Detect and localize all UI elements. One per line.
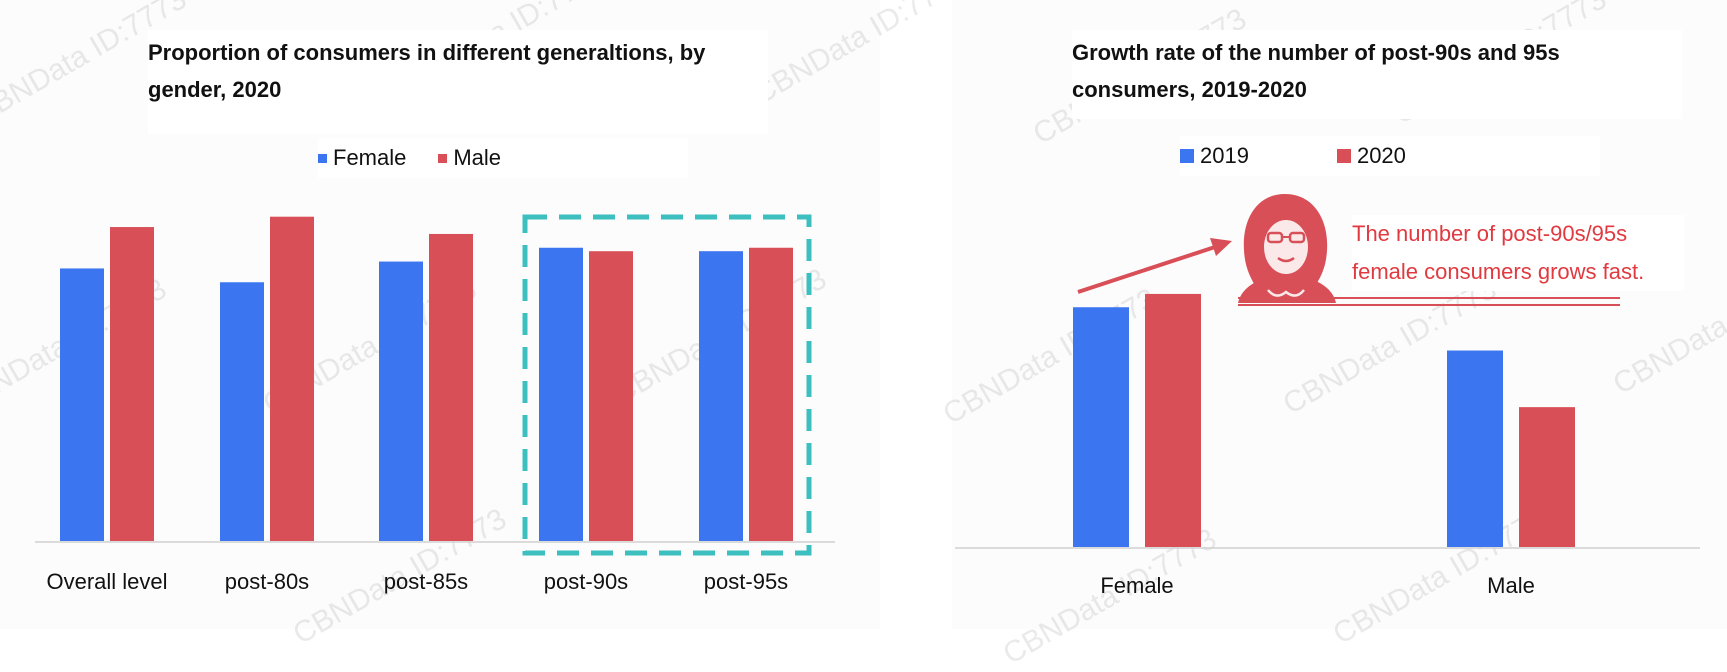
annotation: The number of post-90s/95s female consum… xyxy=(1352,215,1685,291)
tick-label-left-post-80s: post-80s xyxy=(225,569,309,594)
legend-male: Male xyxy=(438,145,501,171)
bar-left-female-post-85s xyxy=(379,261,423,541)
bar-left-male-post-85s xyxy=(429,233,473,541)
left-chart-title-line1: Proportion of consumers in different gen… xyxy=(148,40,706,65)
tick-label-right-female: Female xyxy=(1100,573,1173,598)
left-chart-title-line2: gender, 2020 xyxy=(148,77,282,102)
right-tick-labels: Female Male xyxy=(1100,573,1535,598)
legend-swatch-2019 xyxy=(1180,149,1194,163)
legend-label-male: Male xyxy=(453,145,502,170)
bar-left-female-post-80s xyxy=(220,282,264,541)
bar-right-2020-male xyxy=(1519,407,1575,547)
left-bars xyxy=(60,216,793,542)
woman-avatar-icon xyxy=(1238,194,1336,303)
bar-right-2019-female xyxy=(1073,307,1129,547)
left-chart-title: Proportion of consumers in different gen… xyxy=(148,30,768,134)
bar-left-male-post-90s xyxy=(589,251,633,541)
tick-label-left-overall-level: Overall level xyxy=(46,569,167,594)
legend-female: Female xyxy=(318,145,406,171)
annotation-line2: female consumers grows fast. xyxy=(1352,259,1645,284)
legend-2020: 2020 xyxy=(1336,143,1406,169)
legend-swatch-male xyxy=(438,153,448,163)
legend-swatch-2020 xyxy=(1336,149,1351,163)
tick-label-left-post-95s: post-95s xyxy=(704,569,788,594)
trend-arrow-icon xyxy=(1077,238,1232,294)
tick-label-left-post-85s: post-85s xyxy=(384,569,468,594)
annotation-line1: The number of post-90s/95s xyxy=(1352,221,1628,246)
bar-left-male-overall-level xyxy=(110,227,154,542)
legend-label-female: Female xyxy=(333,145,407,170)
right-chart-title-line2: consumers, 2019-2020 xyxy=(1072,77,1307,102)
charts-canvas: Overall level post-80s post-85s post-90s pos… xyxy=(35,194,1700,598)
tick-label-right-male: Male xyxy=(1487,573,1535,598)
legend-label-2019: 2019 xyxy=(1200,143,1249,168)
bar-left-male-post-80s xyxy=(270,216,314,541)
bar-right-2019-male xyxy=(1447,350,1503,547)
bar-right-2020-female xyxy=(1145,293,1201,547)
highlight-box xyxy=(522,214,812,556)
right-chart-title-line1: Growth rate of the number of post-90s an… xyxy=(1072,40,1560,65)
legend-2019: 2019 xyxy=(1180,143,1249,169)
bar-left-female-post-95s xyxy=(699,251,743,541)
tick-label-left-post-90s: post-90s xyxy=(544,569,628,594)
legend-label-2020: 2020 xyxy=(1356,143,1406,168)
right-bars xyxy=(1073,293,1575,547)
bar-left-female-overall-level xyxy=(60,268,104,541)
bar-left-female-post-90s xyxy=(539,247,583,541)
left-tick-labels: Overall level post-80s post-85s post-90s pos… xyxy=(46,569,788,594)
legend-swatch-female xyxy=(318,153,327,163)
left-legend: Female Male xyxy=(318,138,688,178)
right-chart-title: Growth rate of the number of post-90s an… xyxy=(1072,30,1682,119)
right-legend: 2019 2020 xyxy=(1180,136,1600,176)
bar-left-male-post-95s xyxy=(749,247,793,541)
